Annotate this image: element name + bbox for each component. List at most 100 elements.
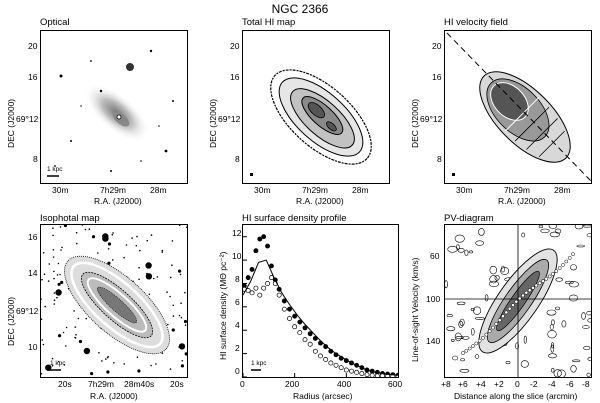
- y-axis-label: DEC (J2000): [410, 98, 420, 148]
- noise-contour: [561, 320, 567, 328]
- hi-contour-map: [250, 69, 372, 176]
- y-tick: 16: [230, 72, 240, 82]
- star-dot: [97, 252, 99, 254]
- star-dot: [62, 331, 65, 334]
- rotation-curve-point: [537, 281, 542, 286]
- star-dot: [125, 244, 128, 246]
- noise-contour: [451, 338, 455, 342]
- star-dot: [172, 315, 175, 317]
- noise-contour: [581, 312, 586, 320]
- star-dot: [178, 269, 182, 273]
- star-dot: [75, 334, 77, 336]
- star-dot: [145, 273, 153, 280]
- star-dot: [41, 339, 43, 341]
- noise-contour: [570, 264, 577, 271]
- star-dot: [52, 227, 54, 229]
- star-dot: [41, 318, 43, 320]
- noise-contour: [586, 372, 591, 377]
- panel-title: PV-diagram: [444, 213, 494, 224]
- noise-contour: [551, 319, 555, 326]
- open-point: [276, 292, 282, 298]
- noise-contour: [488, 280, 499, 288]
- star-dot: [102, 233, 109, 240]
- noise-contour: [583, 345, 591, 351]
- star-dot: [186, 226, 187, 228]
- x-tick: 20s: [170, 379, 184, 389]
- y-tick: 14: [28, 268, 38, 278]
- open-point: [261, 285, 267, 291]
- panel-title: HI velocity field: [444, 17, 508, 28]
- chart-title: HI surface density profile: [242, 213, 347, 224]
- noise-contour: [557, 369, 566, 377]
- isophotal-contours: [41, 225, 187, 376]
- star-dot: [74, 336, 76, 339]
- y-tick: 6: [235, 297, 240, 307]
- noise-contour: [547, 329, 557, 339]
- star-dot: [136, 235, 138, 238]
- open-point: [281, 306, 287, 312]
- x-tick: +8: [441, 379, 451, 389]
- noise-contour: [555, 277, 563, 282]
- star-dot: [75, 231, 78, 234]
- model-curve: [243, 259, 398, 376]
- star-dot: [138, 266, 140, 269]
- rotation-curve-point: [487, 329, 492, 334]
- y-tick: 4: [235, 320, 240, 330]
- filled-point: [261, 234, 267, 240]
- noise-contour: [446, 314, 453, 318]
- noise-contour: [553, 369, 562, 377]
- star-dot: [145, 262, 152, 269]
- open-point: [323, 357, 329, 362]
- y-axis-label: DEC (J2000): [208, 98, 218, 148]
- star-dot: [91, 235, 96, 239]
- star-dot: [111, 233, 114, 236]
- x-tick: 28m: [554, 185, 571, 195]
- star-dot: [52, 234, 54, 237]
- scale-bar-label: 1 kpc: [50, 360, 66, 367]
- rotation-curve-point: [531, 285, 535, 290]
- star-dot: [161, 352, 164, 354]
- open-point: [343, 367, 349, 373]
- x-axis-label: Radius (arcsec): [293, 391, 353, 401]
- x-tick: 28m: [352, 185, 369, 195]
- rotation-curve-point: [564, 259, 569, 264]
- open-point: [302, 337, 308, 343]
- x-tick: +4: [476, 379, 486, 389]
- noise-contour: [470, 328, 475, 336]
- noise-contour: [586, 233, 591, 238]
- filled-point: [249, 266, 255, 272]
- star-dot: [59, 273, 61, 276]
- noise-contour: [489, 265, 497, 275]
- star-dot: [78, 339, 83, 344]
- star-dot: [148, 293, 151, 296]
- noise-contour: [457, 247, 465, 253]
- noise-contour: [445, 280, 448, 289]
- noise-contour: [551, 342, 555, 349]
- noise-contour: [568, 281, 579, 288]
- scale-bar-label: 1 kpc: [251, 360, 267, 367]
- star-dot: [107, 242, 112, 246]
- noise-contour: [460, 358, 465, 362]
- rotation-curve-point: [534, 283, 539, 288]
- star-dot: [53, 292, 56, 294]
- star-dot: [85, 317, 87, 320]
- x-tick: +2: [494, 379, 504, 389]
- filled-point: [281, 298, 287, 304]
- panel-title: Isophotal map: [40, 213, 100, 224]
- x-axis-label: R.A. (J2000): [498, 196, 546, 206]
- x-tick: +6: [458, 379, 468, 389]
- noise-contour: [582, 225, 591, 228]
- star-dot: [178, 314, 181, 317]
- star-dot: [90, 372, 94, 376]
- filled-point: [265, 243, 270, 249]
- panel-title: Total HI map: [242, 17, 296, 28]
- noise-contour: [468, 250, 474, 254]
- star-dot: [74, 326, 77, 328]
- star-dot: [169, 368, 172, 370]
- open-point: [257, 292, 263, 298]
- x-tick: -8: [582, 379, 590, 389]
- rotation-curve-point: [547, 274, 552, 279]
- x-tick: 28m40s: [124, 379, 155, 389]
- star-dot: [107, 261, 111, 265]
- star-dot: [56, 296, 58, 299]
